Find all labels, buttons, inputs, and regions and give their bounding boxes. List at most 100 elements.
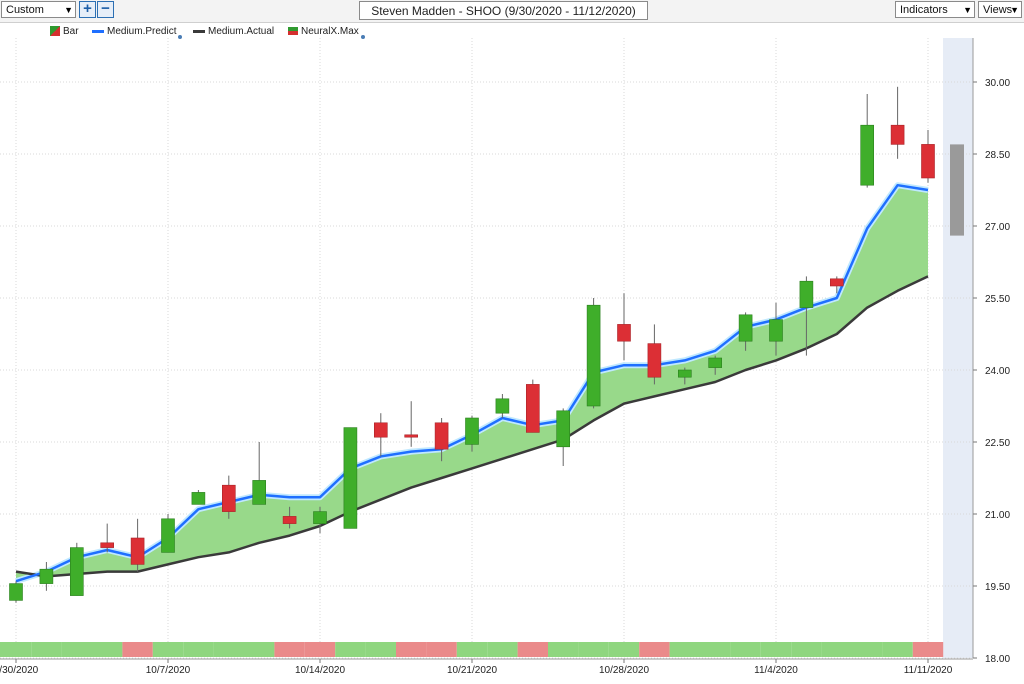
legend-item-neuralx-max[interactable]: NeuralX.Max <box>288 25 365 39</box>
candle-body <box>708 357 723 368</box>
candle <box>647 324 662 385</box>
x-axis: 9/30/2020 10/7/2020 10/14/2020 10/21/2020 10… <box>0 658 973 676</box>
candle-body <box>343 427 358 529</box>
legend-label: Medium.Actual <box>208 26 275 37</box>
candle <box>556 408 571 466</box>
candle <box>343 427 358 529</box>
signal-segment <box>882 642 913 657</box>
candle-body <box>39 568 54 584</box>
candle <box>100 523 114 553</box>
signal-segment <box>456 642 488 657</box>
candle <box>586 298 601 409</box>
signal-segment <box>487 642 518 657</box>
y-tick-label: 28.50 <box>985 150 1010 161</box>
candle <box>282 506 297 529</box>
legend-item-bar[interactable]: Bar <box>50 25 79 39</box>
candle <box>70 542 84 596</box>
medium-actual-line <box>15 275 929 578</box>
candle-body <box>161 518 175 553</box>
indicators-dropdown[interactable]: Indicators ▼ <box>895 1 975 18</box>
signal-segment <box>61 642 92 657</box>
candle <box>677 367 692 385</box>
chart-title: Steven Madden - SHOO (9/30/2020 - 11/12/… <box>359 1 648 20</box>
signal-segment <box>760 642 792 657</box>
signal-segment <box>730 642 761 657</box>
signal-segment <box>396 642 427 657</box>
x-tick-label: 11/4/2020 <box>754 665 798 676</box>
candle-body <box>829 278 844 287</box>
zoom-out-button[interactable]: − <box>97 1 114 18</box>
candle-body <box>191 492 206 505</box>
forecast-zone <box>943 38 973 658</box>
signal-segment <box>852 642 883 657</box>
signal-segment <box>31 642 62 657</box>
candle-body <box>222 484 236 512</box>
range-select-value: Custom <box>6 4 44 16</box>
range-select[interactable]: Custom ▼ <box>1 1 76 18</box>
settings-dot-icon <box>360 35 365 39</box>
candle <box>404 401 419 447</box>
candle <box>525 379 540 433</box>
y-tick-label: 18.00 <box>985 654 1010 665</box>
indicators-label: Indicators <box>900 4 948 16</box>
signal-segment <box>548 642 579 657</box>
y-tick-label: 27.00 <box>985 222 1010 233</box>
x-tick-label: 10/28/2020 <box>599 665 649 676</box>
x-tick-label: 10/21/2020 <box>447 665 497 676</box>
legend-item-medium-actual[interactable]: Medium.Actual <box>193 25 274 39</box>
signal-segment <box>821 642 852 657</box>
candle-body <box>586 304 601 407</box>
signal-segment <box>335 642 366 657</box>
signal-segment <box>669 642 700 657</box>
candle <box>860 94 875 188</box>
candle-body <box>100 542 114 548</box>
candle-body <box>9 583 23 601</box>
candle-body <box>769 319 783 342</box>
candle-body <box>799 280 814 308</box>
neuralx-icon <box>288 27 298 36</box>
candle <box>191 490 206 505</box>
signal-segment <box>791 642 822 657</box>
candle-body <box>495 398 510 414</box>
candle <box>495 394 510 418</box>
forecast-range-bar <box>950 144 964 236</box>
candle <box>738 312 753 351</box>
signal-segment <box>608 642 640 657</box>
neuralx-signal-strip <box>0 642 944 657</box>
signal-segment <box>517 642 548 657</box>
candle <box>890 86 905 159</box>
gridlines <box>0 38 972 659</box>
candle <box>161 514 175 553</box>
signal-segment <box>274 642 305 657</box>
candle <box>921 130 935 183</box>
signal-segment <box>213 642 244 657</box>
candle-body <box>556 410 571 448</box>
candle-body <box>738 314 753 342</box>
signal-segment <box>0 642 32 657</box>
y-tick-label: 22.50 <box>985 438 1010 449</box>
candle <box>465 415 479 452</box>
zoom-in-button[interactable]: + <box>79 1 96 18</box>
candle <box>434 418 449 462</box>
legend-label: Medium.Predict <box>107 26 177 37</box>
candle-body <box>647 343 662 378</box>
candle-body <box>282 516 297 524</box>
candle <box>39 562 54 591</box>
settings-dot-icon <box>178 35 183 39</box>
signal-segment <box>578 642 609 657</box>
bar-icon <box>50 26 60 37</box>
legend-item-medium-predict[interactable]: Medium.Predict <box>92 25 183 39</box>
signal-segment <box>912 642 944 657</box>
candle <box>373 413 388 457</box>
candle-body <box>434 422 449 450</box>
views-dropdown[interactable]: Views ▼ <box>978 1 1022 18</box>
candle <box>769 302 783 356</box>
y-tick-label: 21.00 <box>985 510 1010 521</box>
x-tick-label: 9/30/2020 <box>0 665 39 676</box>
candle-body <box>373 422 388 438</box>
signal-segment <box>183 642 214 657</box>
signal-segment <box>304 642 336 657</box>
signal-segment <box>152 642 184 657</box>
candle-body <box>252 480 266 505</box>
